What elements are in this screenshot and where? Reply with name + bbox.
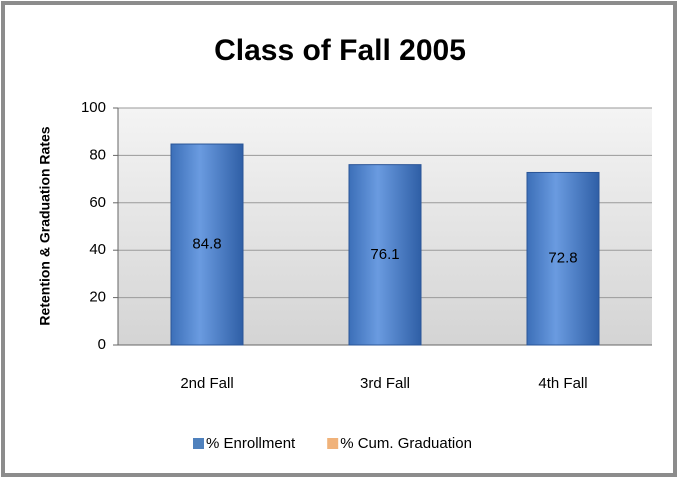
legend-label: % Cum. Graduation: [340, 435, 472, 452]
y-tick-label: 20: [89, 289, 106, 306]
bar: [348, 164, 422, 346]
chart-title: Class of Fall 2005: [214, 34, 466, 67]
y-axis-label: Retention & Graduation Rates: [37, 126, 53, 325]
data-label: 76.1: [370, 246, 399, 263]
data-label: 72.8: [548, 250, 577, 267]
y-tick-label: 100: [81, 99, 106, 116]
x-tick-label: 2nd Fall: [180, 375, 233, 392]
bar: [170, 143, 244, 346]
data-label: 84.8: [192, 235, 221, 252]
legend-swatch: [193, 438, 204, 449]
x-tick-label: 4th Fall: [538, 375, 587, 392]
y-tick-label: 60: [89, 194, 106, 211]
legend-swatch: [327, 438, 339, 449]
x-tick-label: 3rd Fall: [360, 375, 410, 392]
legend-label: % Enrollment: [206, 435, 296, 452]
bar: [526, 171, 600, 346]
y-tick-label: 0: [98, 336, 106, 353]
y-tick-label: 40: [89, 241, 106, 258]
y-tick-label: 80: [89, 146, 106, 163]
